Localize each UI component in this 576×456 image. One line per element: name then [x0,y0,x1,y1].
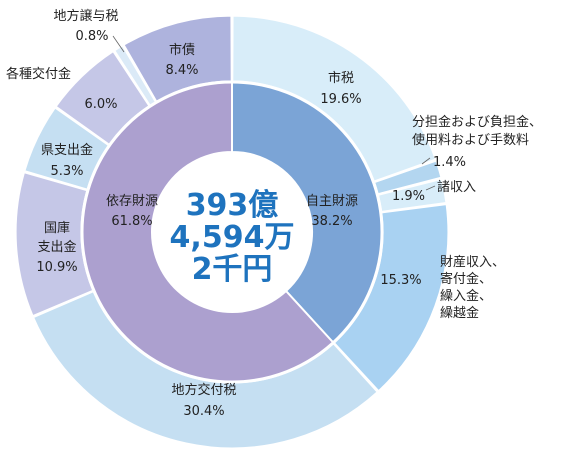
outer-value-5: 10.9% [36,260,77,275]
center-total-line-2: 2千円 [192,252,273,287]
outer-label-3-line-2: 繰入金、 [440,288,492,304]
outer-value-7: 6.0% [84,97,117,112]
outer-value-3: 15.3% [380,273,421,288]
outer-value-2: 1.9% [392,189,425,204]
outer-value-0: 19.6% [320,92,361,107]
outer-value-4: 30.4% [183,404,224,419]
outer-label-7: 各種交付金 [6,66,71,82]
inner-value-1: 61.8% [111,214,152,229]
outer-value-8: 0.8% [75,29,108,44]
outer-label-8: 地方譲与税 [53,8,118,24]
leader-line-8 [112,35,125,53]
leader-line-1 [421,157,431,165]
outer-label-3-line-3: 繰越金 [440,305,479,321]
outer-label-1-line-0: 分担金および負担金、 [412,114,542,130]
outer-label-5-line-1: 支出金 [37,239,76,255]
inner-label-0: 自主財源 [306,194,358,209]
center-hole [152,152,312,312]
outer-value-9: 8.4% [165,63,198,78]
outer-value-6: 5.3% [50,164,83,179]
outer-label-9: 市債 [169,42,195,58]
outer-label-3-line-0: 財産収入、 [440,254,505,270]
outer-label-6: 県支出金 [41,142,93,158]
outer-label-2: 諸収入 [437,179,476,195]
outer-label-0: 市税 [328,70,354,86]
outer-label-5-line-0: 国庫 [44,221,70,236]
leader-line-2 [425,185,436,191]
outer-value-1: 1.4% [433,155,466,170]
outer-label-3-line-1: 寄付金、 [440,271,492,287]
outer-label-4: 地方交付税 [171,382,236,398]
inner-label-1: 依存財源 [106,194,158,209]
outer-label-1-line-1: 使用料および手数料 [412,132,529,148]
ring-divider [80,80,384,384]
center-total-line-0: 393億 [186,188,279,223]
center-total-line-1: 4,594万 [170,220,295,255]
inner-value-0: 38.2% [311,214,352,229]
